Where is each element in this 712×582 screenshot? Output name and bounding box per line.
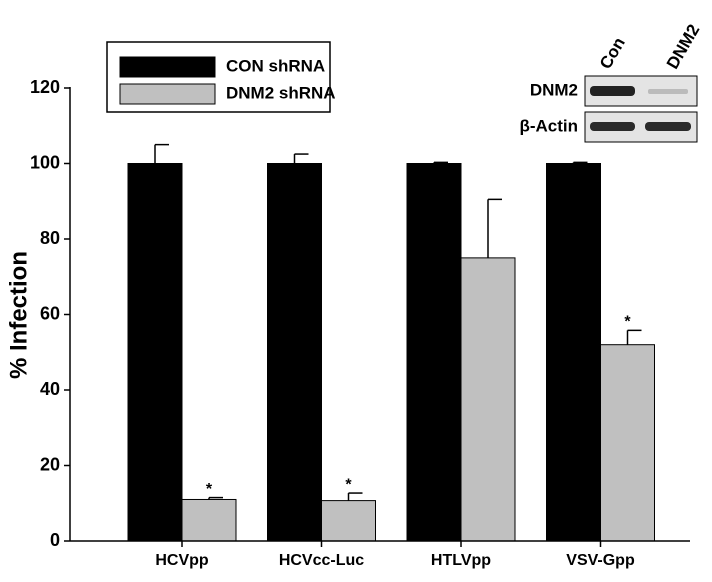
bar — [321, 500, 376, 542]
legend-label: CON shRNA — [226, 56, 325, 75]
western-blot: DNM2 β-Actin Con DNM2 — [519, 21, 704, 143]
significance-mark: * — [345, 476, 352, 493]
blot-column-label: DNM2 — [663, 21, 704, 72]
x-tick-label: HCVcc-Luc — [279, 552, 364, 569]
y-tick-label: 40 — [40, 379, 60, 399]
x-tick-label: HCVpp — [155, 552, 209, 569]
bar — [406, 163, 462, 542]
y-tick-label: 80 — [40, 228, 60, 248]
legend-swatch — [119, 83, 216, 105]
blot-row-label: DNM2 — [530, 80, 578, 99]
blot-band — [645, 122, 691, 131]
y-tick-label: 20 — [40, 454, 60, 474]
significance-mark: * — [206, 481, 213, 498]
legend-swatch — [119, 56, 216, 78]
blot-band — [648, 89, 688, 94]
bar — [127, 163, 183, 542]
y-tick-label: 100 — [30, 152, 60, 172]
significance-mark: * — [624, 314, 631, 331]
legend-label: DNM2 shRNA — [226, 83, 336, 102]
y-tick-label: 60 — [40, 303, 60, 323]
bar — [267, 163, 322, 542]
x-tick-label: HTLVpp — [431, 552, 491, 569]
bar — [600, 344, 655, 542]
y-axis-label: % Infection — [5, 251, 32, 379]
bar — [460, 257, 516, 542]
blot-column-label: Con — [596, 34, 629, 72]
blot-band — [590, 122, 635, 131]
blot-band — [590, 86, 635, 96]
blot-row-label: β-Actin — [519, 116, 578, 135]
y-tick-label: 120 — [30, 77, 60, 97]
bar — [546, 163, 601, 542]
bar — [181, 498, 237, 542]
x-tick-label: VSV-Gpp — [566, 552, 635, 569]
y-tick-label: 0 — [50, 530, 60, 550]
